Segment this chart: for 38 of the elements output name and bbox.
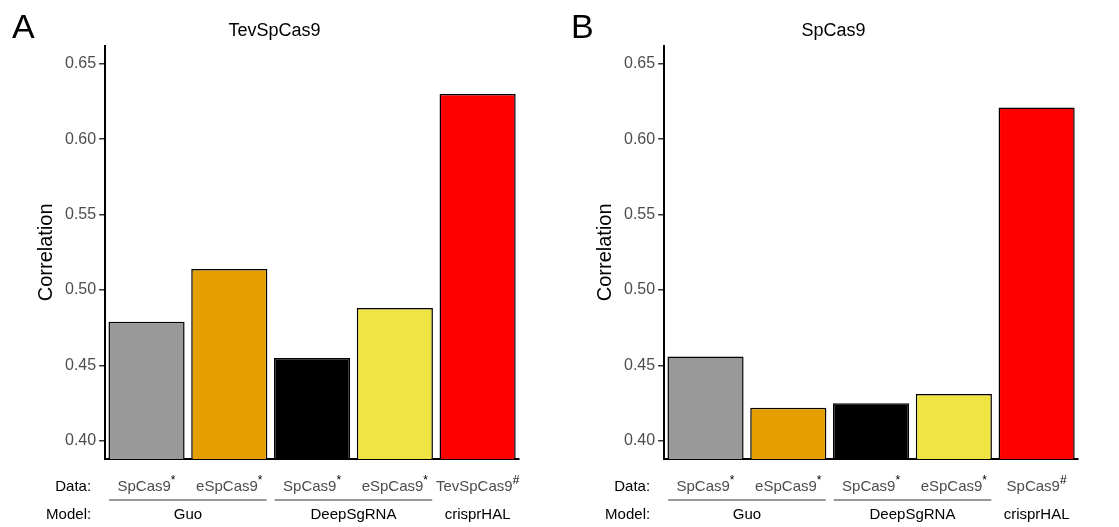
y-tick-label: 0.40 (65, 431, 97, 449)
y-axis-title: Correlation (592, 203, 615, 302)
y-tick-label: 0.55 (624, 204, 656, 222)
y-tick-label: 0.50 (624, 280, 656, 298)
y-tick-label: 0.45 (65, 355, 97, 373)
y-axis-title: Correlation (33, 203, 56, 302)
x-tick-label: TevSpCas9# (435, 473, 520, 494)
x-tick-label: SpCas9* (283, 473, 342, 494)
x-tick-label: SpCas9# (1006, 473, 1067, 494)
chart-title: SpCas9 (801, 19, 866, 40)
x-tick-label: SpCas9* (117, 473, 176, 494)
text: Guo (732, 505, 762, 522)
text: crisprHAL (444, 505, 511, 522)
y-tick-label: 0.45 (624, 355, 656, 373)
x-tick-label: SpCas9* (842, 473, 901, 494)
text: A (12, 7, 35, 46)
text: Data: (614, 477, 651, 494)
text: Guo (173, 505, 203, 522)
x-tick-label: eSpCas9* (920, 473, 988, 494)
y-tick-label: 0.65 (624, 54, 656, 72)
chart-title: TevSpCas9 (228, 19, 321, 40)
text: Data: (55, 477, 92, 494)
x-tick-label: eSpCas9* (361, 473, 429, 494)
x-tick-label: SpCas9* (676, 473, 735, 494)
text: Model: (605, 505, 651, 522)
text: crisprHAL (1003, 505, 1070, 522)
y-tick-label: 0.55 (65, 204, 97, 222)
y-tick-label: 0.40 (624, 431, 656, 449)
x-tick-label: eSpCas9* (196, 473, 263, 494)
text: DeepSgRNA (310, 505, 397, 522)
y-tick-label: 0.60 (65, 129, 97, 147)
x-tick-label: eSpCas9* (755, 473, 822, 494)
text: Model: (46, 505, 92, 522)
y-tick-label: 0.65 (65, 54, 97, 72)
text: B (571, 7, 594, 46)
y-tick-label: 0.50 (65, 280, 97, 298)
y-tick-label: 0.60 (624, 129, 656, 147)
text: DeepSgRNA (869, 505, 956, 522)
